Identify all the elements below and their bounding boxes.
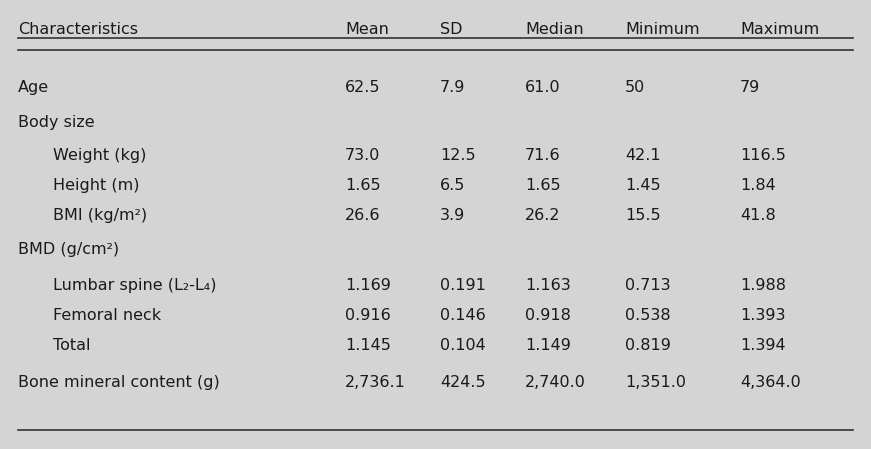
- Text: 1.394: 1.394: [740, 338, 786, 353]
- Text: 116.5: 116.5: [740, 148, 786, 163]
- Text: Bone mineral content (g): Bone mineral content (g): [18, 375, 219, 390]
- Text: 15.5: 15.5: [625, 208, 660, 223]
- Text: 0.918: 0.918: [525, 308, 571, 323]
- Text: 1.169: 1.169: [345, 278, 391, 293]
- Text: Height (m): Height (m): [53, 178, 139, 193]
- Text: Femoral neck: Femoral neck: [53, 308, 161, 323]
- Text: 1.393: 1.393: [740, 308, 786, 323]
- Text: 1,351.0: 1,351.0: [625, 375, 686, 390]
- Text: 42.1: 42.1: [625, 148, 660, 163]
- Text: 1.163: 1.163: [525, 278, 571, 293]
- Text: 73.0: 73.0: [345, 148, 381, 163]
- Text: Lumbar spine (L₂-L₄): Lumbar spine (L₂-L₄): [53, 278, 217, 293]
- Text: 1.145: 1.145: [345, 338, 391, 353]
- Text: 0.146: 0.146: [440, 308, 486, 323]
- Text: 1.65: 1.65: [345, 178, 381, 193]
- Text: 1.45: 1.45: [625, 178, 660, 193]
- Text: 0.713: 0.713: [625, 278, 671, 293]
- Text: Mean: Mean: [345, 22, 388, 37]
- Text: 1.84: 1.84: [740, 178, 776, 193]
- Text: Age: Age: [18, 80, 49, 95]
- Text: 1.65: 1.65: [525, 178, 561, 193]
- Text: 1.988: 1.988: [740, 278, 786, 293]
- Text: 61.0: 61.0: [525, 80, 561, 95]
- Text: Maximum: Maximum: [740, 22, 820, 37]
- Text: 1.149: 1.149: [525, 338, 571, 353]
- Text: 0.819: 0.819: [625, 338, 671, 353]
- Text: 0.104: 0.104: [440, 338, 486, 353]
- Text: Body size: Body size: [18, 115, 95, 130]
- Text: 26.6: 26.6: [345, 208, 381, 223]
- Text: 2,740.0: 2,740.0: [525, 375, 586, 390]
- Text: 0.538: 0.538: [625, 308, 671, 323]
- Text: 79: 79: [740, 80, 760, 95]
- Text: 62.5: 62.5: [345, 80, 381, 95]
- Text: 41.8: 41.8: [740, 208, 776, 223]
- Text: 3.9: 3.9: [440, 208, 465, 223]
- Text: 424.5: 424.5: [440, 375, 486, 390]
- Text: BMI (kg/m²): BMI (kg/m²): [53, 208, 147, 223]
- Text: Minimum: Minimum: [625, 22, 699, 37]
- Text: 0.916: 0.916: [345, 308, 391, 323]
- Text: 71.6: 71.6: [525, 148, 561, 163]
- Text: 7.9: 7.9: [440, 80, 465, 95]
- Text: 0.191: 0.191: [440, 278, 486, 293]
- Text: BMD (g/cm²): BMD (g/cm²): [18, 242, 119, 257]
- Text: SD: SD: [440, 22, 463, 37]
- Text: 50: 50: [625, 80, 645, 95]
- Text: Characteristics: Characteristics: [18, 22, 138, 37]
- Text: Median: Median: [525, 22, 584, 37]
- Text: 4,364.0: 4,364.0: [740, 375, 800, 390]
- Text: Weight (kg): Weight (kg): [53, 148, 146, 163]
- Text: 12.5: 12.5: [440, 148, 476, 163]
- Text: 2,736.1: 2,736.1: [345, 375, 406, 390]
- Text: 6.5: 6.5: [440, 178, 465, 193]
- Text: Total: Total: [53, 338, 91, 353]
- Text: 26.2: 26.2: [525, 208, 561, 223]
